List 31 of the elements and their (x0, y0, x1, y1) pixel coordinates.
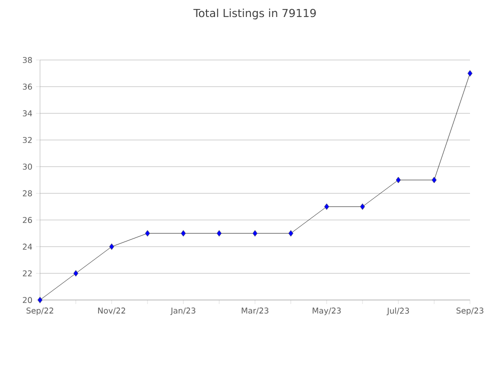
y-tick-label: 38 (22, 56, 32, 64)
point (38, 296, 42, 304)
y-tick-label: 36 (22, 84, 32, 90)
point (145, 230, 150, 237)
y-tick-label: 30 (22, 164, 32, 170)
y-tick-label: 24 (22, 244, 32, 250)
y-tick-label: 28 (22, 190, 32, 196)
x-tick-label: Mar/23 (242, 308, 268, 314)
point (396, 176, 401, 184)
point (324, 203, 330, 210)
x-tick-label: Sep/22 (26, 308, 54, 316)
x-tick-label: Jul/23 (386, 308, 409, 316)
x-tick-label: Sep/23 (456, 308, 484, 316)
point (252, 230, 258, 237)
point (432, 176, 437, 184)
point (216, 230, 222, 237)
point (360, 203, 365, 210)
y-tick-label: 20 (22, 296, 32, 304)
y-tick-label: 26 (22, 216, 32, 224)
point (288, 230, 294, 237)
x-tick-label: May/23 (312, 308, 341, 316)
x-tick-label: Jan/23 (170, 308, 196, 316)
point (73, 270, 78, 277)
point (180, 230, 186, 237)
y-tick-label: 32 (22, 136, 32, 144)
y-tick-label: 22 (22, 270, 32, 276)
y-tick-label: 34 (22, 110, 32, 116)
x-tick-label: Nov/22 (98, 308, 126, 314)
point (109, 243, 114, 250)
point (468, 70, 472, 77)
chart-title: Total Listings in 79119 (193, 8, 316, 20)
